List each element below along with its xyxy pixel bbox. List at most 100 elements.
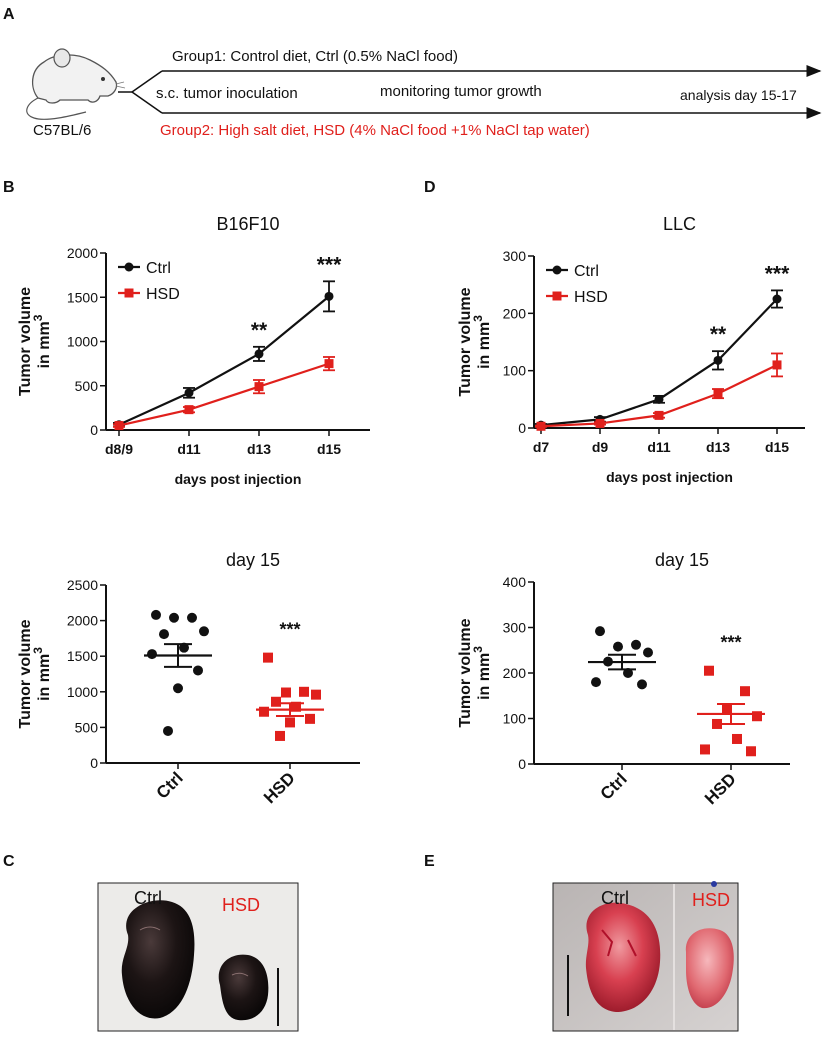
significance-marker: *** [765, 262, 790, 285]
panel-label-b: B [3, 179, 15, 196]
data-point-hsd [772, 360, 782, 370]
data-point-hsd [746, 746, 756, 757]
chart-b16f10-day15: day 15 Tumor volume in mm3 0 500 1000 1500 2000… [17, 550, 360, 807]
y-tick-label: 300 [503, 620, 527, 636]
data-point-hsd [752, 711, 762, 722]
y-tick-label: 2000 [67, 613, 98, 629]
data-point-ctrl [147, 649, 157, 660]
x-tick-label: d15 [317, 441, 341, 457]
significance-marker: *** [317, 253, 342, 276]
data-point-ctrl [623, 668, 633, 678]
data-point-ctrl [643, 647, 653, 658]
y-axis-label: Tumor volume in mm3 [17, 287, 53, 396]
data-point-hsd [184, 405, 194, 415]
y-tick-label: 2000 [67, 245, 98, 261]
x-tick-label: d13 [706, 439, 730, 455]
data-point-hsd [263, 652, 273, 663]
category-label-hsd: HSD [260, 768, 299, 807]
data-point-ctrl [199, 626, 209, 637]
y-axis-label: Tumor volume in mm3 [457, 618, 493, 727]
step-inoculation: s.c. tumor inoculation [156, 85, 298, 102]
data-point-hsd [311, 689, 321, 700]
tumor-hsd-pink [685, 928, 734, 1009]
y-axis-label: Tumor volume in mm3 [457, 287, 493, 396]
data-point-ctrl [613, 641, 623, 652]
schematic-arrows [118, 65, 822, 119]
data-point-hsd [285, 717, 295, 728]
y-tick-label: 1500 [67, 648, 98, 664]
panel-label-a: A [3, 6, 15, 23]
x-axis-label: days post injection [175, 471, 302, 487]
photo-c-hsd-label: HSD [222, 895, 260, 915]
chart-llc-growth: LLC Tumor volume in mm3 0 100 200 300 d7 d9 d11 d1… [457, 214, 805, 485]
data-point-ctrl [654, 394, 664, 404]
data-point-hsd [536, 421, 546, 431]
mouse-illustration [26, 48, 126, 120]
y-tick-label: 200 [503, 305, 527, 321]
data-point-hsd [305, 713, 315, 724]
x-tick-label: d15 [765, 439, 789, 455]
chart-b16f10-growth: B16F10 Tumor volume in mm3 0 500 1000 1500 2000… [17, 214, 370, 487]
data-point-ctrl [631, 639, 641, 650]
series-line-hsd [118, 362, 330, 427]
photo-c [97, 882, 299, 1032]
y-tick-label: 300 [503, 248, 527, 264]
data-point-ctrl [637, 679, 647, 690]
photo-e-hsd-label: HSD [692, 890, 730, 910]
x-tick-label: d8/9 [105, 441, 133, 457]
data-point-ctrl [254, 349, 264, 359]
data-point-ctrl [591, 677, 601, 688]
y-tick-label: 1000 [67, 684, 98, 700]
significance-marker: ** [251, 319, 268, 342]
data-point-hsd [281, 687, 291, 698]
data-point-hsd [595, 418, 605, 428]
chart-title: LLC [663, 214, 696, 234]
data-point-ctrl [772, 294, 782, 304]
data-point-hsd [704, 665, 714, 676]
y-tick-label: 1500 [67, 289, 98, 305]
data-point-hsd [713, 389, 723, 399]
group2-label: Group2: High salt diet, HSD (4% NaCl foo… [160, 122, 590, 139]
data-point-ctrl [169, 612, 179, 623]
legend-label-ctrl: Ctrl [574, 263, 599, 280]
series-line-ctrl [118, 295, 330, 426]
data-point-ctrl [173, 683, 183, 694]
data-point-ctrl [713, 355, 723, 365]
photo-e-ctrl-label: Ctrl [601, 888, 629, 908]
significance-marker: ** [710, 323, 727, 346]
x-axis-label: days post injection [606, 469, 733, 485]
tumor-hsd-black [218, 954, 269, 1021]
data-point-hsd [114, 421, 124, 431]
data-point-hsd [254, 382, 264, 392]
step-monitoring: monitoring tumor growth [380, 83, 542, 100]
y-tick-label: 500 [75, 378, 99, 394]
chart-title: B16F10 [216, 214, 279, 234]
y-tick-label: 1000 [67, 334, 98, 350]
data-point-ctrl [193, 665, 203, 676]
data-point-hsd [324, 359, 334, 369]
data-point-hsd [291, 701, 301, 712]
y-axis-label: Tumor volume in mm3 [17, 619, 53, 728]
x-tick-label: d9 [592, 439, 609, 455]
data-point-ctrl [595, 626, 605, 637]
x-tick-label: d11 [177, 441, 201, 457]
data-point-ctrl [159, 629, 169, 640]
legend-label-ctrl: Ctrl [146, 260, 171, 277]
data-point-hsd [299, 686, 309, 697]
legend-label-hsd: HSD [574, 289, 608, 306]
step-analysis: analysis day 15-17 [680, 87, 797, 103]
y-tick-label: 400 [503, 574, 527, 590]
legend-label-hsd: HSD [146, 286, 180, 303]
significance-marker: *** [279, 620, 300, 640]
legend-marker-ctrl [124, 262, 134, 272]
y-tick-label: 0 [90, 755, 98, 771]
data-point-hsd [700, 744, 710, 755]
data-point-ctrl [184, 388, 194, 398]
data-point-ctrl [179, 642, 189, 653]
data-point-hsd [275, 730, 285, 741]
y-tick-label: 2500 [67, 577, 98, 593]
category-label-ctrl: Ctrl [153, 768, 187, 802]
data-point-hsd [654, 410, 664, 420]
data-point-ctrl [324, 291, 334, 301]
